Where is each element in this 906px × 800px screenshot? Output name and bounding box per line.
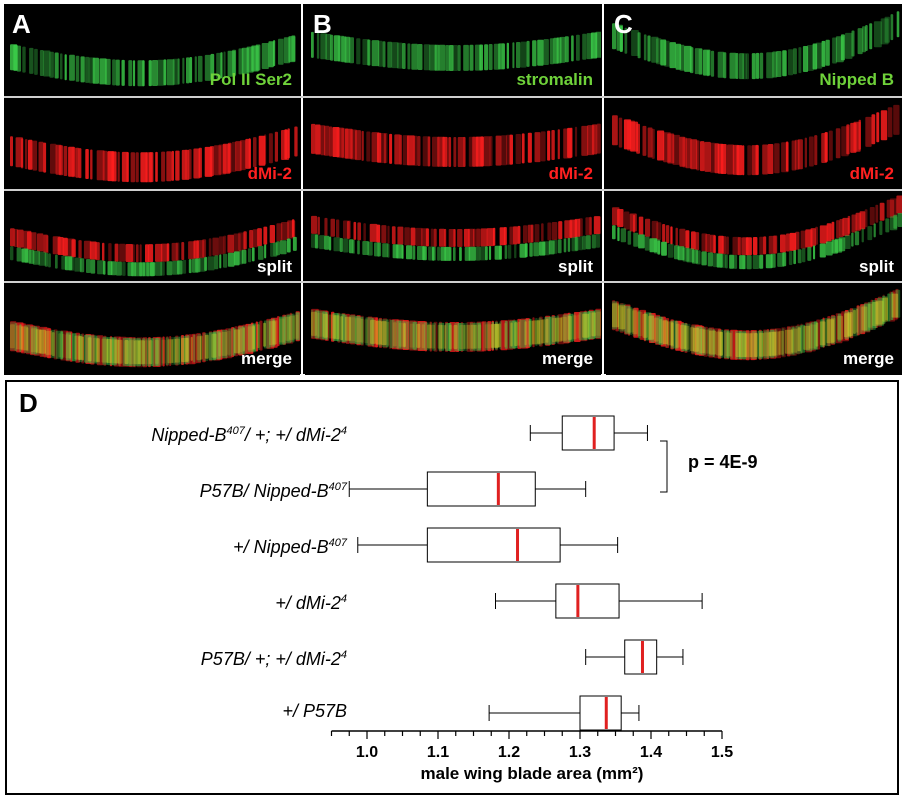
chromosome-image bbox=[612, 288, 901, 360]
image-tile-green: Pol II Ser2 A bbox=[4, 4, 300, 96]
x-tick-label: 1.2 bbox=[497, 744, 521, 761]
panel-letter-d: D bbox=[19, 388, 38, 418]
channel-label: merge bbox=[842, 348, 894, 368]
iqr-box bbox=[555, 583, 620, 619]
chromosome-image bbox=[10, 35, 296, 87]
chromosome-image bbox=[10, 310, 300, 367]
chromosome-image bbox=[10, 218, 297, 276]
image-tile-red: dMi-2 bbox=[4, 97, 300, 190]
image-tile-split: split bbox=[305, 190, 601, 283]
x-tick-label: 1.4 bbox=[639, 744, 663, 761]
significance-bracket bbox=[660, 440, 668, 493]
image-tile-red: dMi-2 bbox=[305, 97, 601, 190]
chromosome-image bbox=[612, 11, 900, 80]
image-tile-merge: merge bbox=[4, 282, 300, 375]
chromosome-image bbox=[311, 215, 601, 261]
x-tick-label: 1.1 bbox=[426, 744, 450, 761]
x-tick-label: 1.3 bbox=[568, 744, 592, 761]
image-tile-merge: merge bbox=[305, 282, 601, 375]
channel-label: Nipped B bbox=[819, 70, 894, 89]
row-divider bbox=[4, 281, 902, 283]
chromosome-image bbox=[612, 104, 900, 175]
genotype-label: P57B/ Nipped-B407 bbox=[199, 481, 347, 501]
image-tile-green: Nipped B C bbox=[606, 4, 902, 96]
image-tile-red: dMi-2 bbox=[606, 97, 902, 190]
chromosome-image bbox=[10, 126, 298, 182]
row-divider bbox=[4, 96, 902, 98]
iqr-box bbox=[561, 415, 615, 451]
chromosome-image bbox=[311, 308, 601, 352]
channel-label: merge bbox=[240, 348, 292, 368]
image-tile-split: split bbox=[606, 190, 902, 283]
channel-label: split bbox=[558, 256, 593, 276]
channel-label: dMi-2 bbox=[849, 163, 894, 183]
channel-label: stromalin bbox=[516, 70, 593, 89]
genotype-label: Nipped-B407/ +; +/ dMi-24 bbox=[151, 425, 347, 445]
chromosome-image bbox=[311, 123, 601, 167]
genotype-label: +/ Nipped-B407 bbox=[233, 537, 347, 557]
image-tile-split: split bbox=[4, 190, 300, 283]
channel-label: merge bbox=[541, 348, 593, 368]
channel-label: Pol II Ser2 bbox=[209, 70, 292, 89]
channel-label: dMi-2 bbox=[247, 163, 292, 183]
channel-label: split bbox=[859, 256, 894, 276]
panel-letter: A bbox=[12, 9, 31, 39]
p-value-label: p = 4E-9 bbox=[688, 452, 758, 472]
iqr-box bbox=[426, 471, 536, 507]
iqr-box bbox=[624, 639, 658, 675]
panel-letter: B bbox=[313, 9, 332, 39]
genotype-label: +/ P57B bbox=[282, 701, 347, 721]
genotype-label: P57B/ +; +/ dMi-24 bbox=[200, 649, 347, 669]
channel-label: dMi-2 bbox=[548, 163, 593, 183]
x-tick-label: 1.0 bbox=[355, 744, 379, 761]
iqr-box bbox=[579, 695, 622, 731]
chromosome-image bbox=[612, 195, 902, 269]
iqr-box bbox=[426, 527, 561, 563]
channel-label: split bbox=[257, 256, 292, 276]
genotype-label: +/ dMi-24 bbox=[275, 593, 347, 613]
panel-letter: C bbox=[614, 9, 633, 39]
image-tile-merge: merge bbox=[606, 282, 902, 375]
image-tile-green: stromalin B bbox=[305, 4, 601, 96]
row-divider bbox=[4, 189, 902, 191]
x-axis-label: male wing blade area (mm²) bbox=[420, 764, 644, 783]
chromosome-image bbox=[311, 31, 601, 71]
boxplot-svg bbox=[330, 415, 723, 739]
x-tick-label: 1.5 bbox=[710, 744, 734, 761]
panel-d-boxplot: D Nipped-B407/ +; +/ dMi-24 P57B/ Nipped-… bbox=[5, 380, 899, 795]
